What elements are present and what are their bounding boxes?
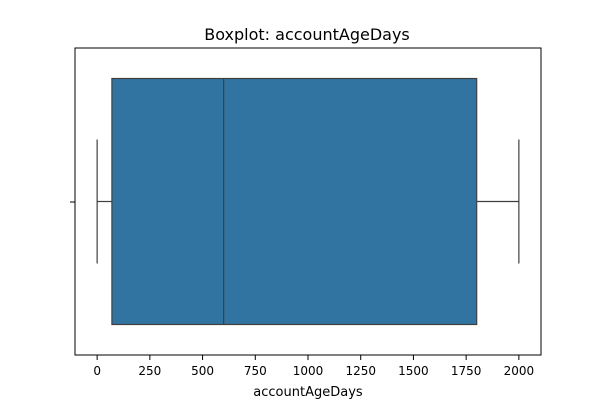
x-tick-label: 1500	[398, 364, 429, 378]
x-tick-label: 1750	[451, 364, 482, 378]
interquartile-box	[111, 77, 478, 326]
x-tick-label: 250	[138, 364, 161, 378]
x-tick-label: 2000	[504, 364, 535, 378]
x-tick-label: 500	[191, 364, 214, 378]
x-tick-label: 1250	[345, 364, 376, 378]
x-axis-ticks: 0 250 500 750 1000 1250 1500 1750 2000	[93, 355, 534, 378]
x-tick-label: 1000	[293, 364, 324, 378]
x-tick-label: 0	[93, 364, 101, 378]
chart-title: Boxplot: accountAgeDays	[204, 25, 410, 44]
plot-area	[96, 77, 520, 326]
x-axis-label: accountAgeDays	[253, 385, 363, 400]
x-tick-label: 750	[244, 364, 267, 378]
